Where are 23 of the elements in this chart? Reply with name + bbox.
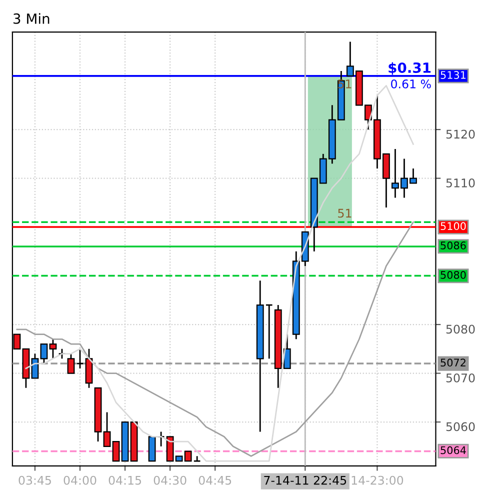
x-tick-label: 7-14-11 22:45 [264, 476, 346, 485]
y-tick-label: 5110 [446, 178, 475, 188]
chart-title: 3 Min [14, 13, 50, 24]
x-tick-label: 04:15 [108, 476, 142, 485]
annotation: 51 [338, 208, 352, 218]
text: 5080 [440, 271, 466, 279]
text: 5064 [440, 446, 466, 454]
x-tick-label: 04:00 [64, 476, 96, 485]
x-tick-label: 04:30 [154, 476, 186, 485]
x-tick-label: 14-23:00 [352, 476, 404, 485]
x-tick-label: 04:45 [198, 476, 232, 485]
ref-line-label: 5100 [440, 222, 466, 230]
annotation: 51 [338, 80, 352, 88]
y-tick-label: 5070 [446, 373, 475, 382]
annotation: $0.31 [388, 62, 431, 75]
x-tick-label: 03:45 [18, 476, 51, 485]
y-tick-label: 5080 [446, 324, 475, 334]
ref-line-label: 5131 [440, 71, 466, 79]
ref-line-label: 5072 [440, 358, 466, 367]
text: 5086 [440, 242, 466, 250]
y-tick-label: 5120 [446, 130, 475, 139]
y-tick-label: 5060 [446, 422, 475, 432]
annotation: 0.61 % [391, 79, 431, 88]
